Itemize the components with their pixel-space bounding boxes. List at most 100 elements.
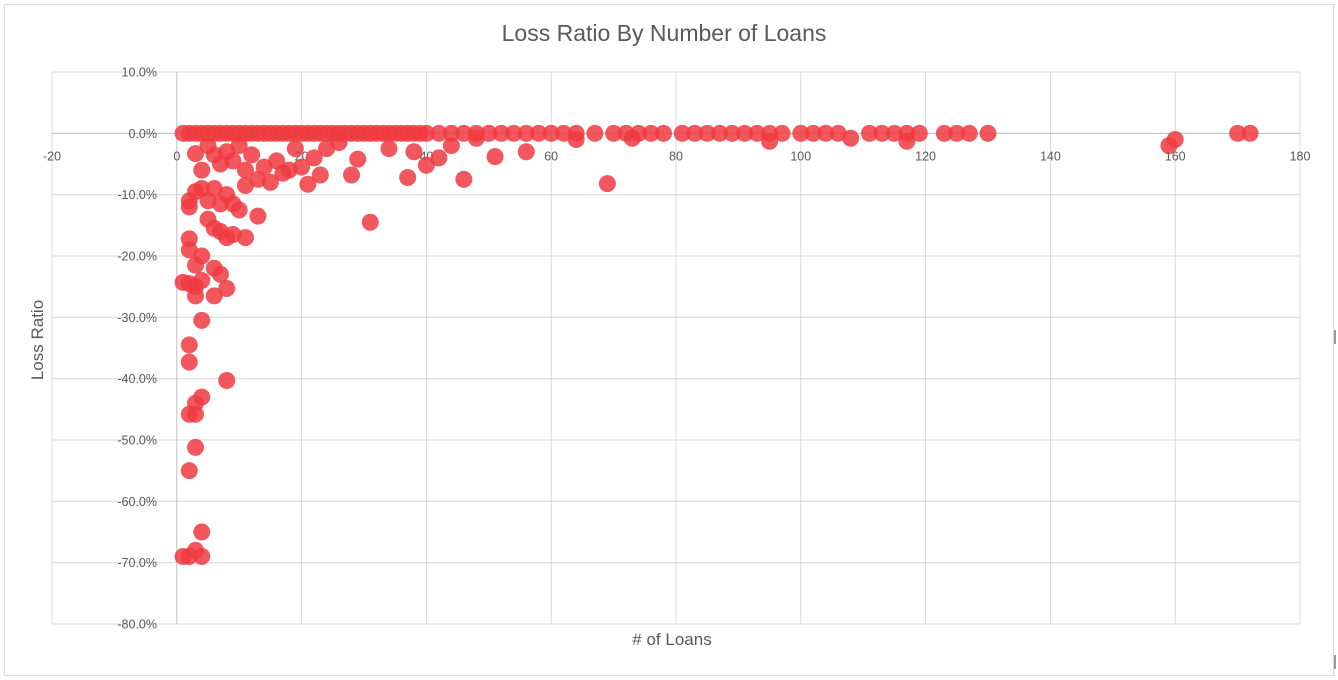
y-tick-label: -80.0% (117, 618, 157, 632)
data-point (187, 438, 205, 456)
x-tick-label: 60 (544, 149, 558, 163)
data-point (860, 124, 878, 142)
data-point (224, 152, 242, 170)
data-point (218, 372, 236, 390)
data-point (898, 132, 916, 150)
data-point (311, 166, 329, 184)
x-tick-label: 0 (173, 149, 180, 163)
data-point (698, 124, 716, 142)
data-point (299, 175, 317, 193)
data-point (542, 124, 560, 142)
data-point (492, 124, 510, 142)
data-point (655, 124, 673, 142)
data-point (417, 156, 435, 174)
data-point (330, 134, 348, 152)
data-point (205, 287, 223, 305)
x-tick-label: 180 (1290, 149, 1311, 163)
data-point (885, 124, 903, 142)
data-point (211, 265, 229, 283)
data-point (530, 124, 548, 142)
data-point (180, 353, 198, 371)
data-point (187, 145, 205, 163)
data-point (673, 124, 691, 142)
y-tick-label: -10.0% (117, 188, 157, 202)
data-point (442, 124, 460, 142)
data-point (1166, 130, 1184, 148)
data-point (236, 161, 254, 179)
data-point (736, 124, 754, 142)
data-point (193, 548, 211, 566)
data-point (417, 124, 435, 142)
data-point (792, 124, 810, 142)
x-tick-label: -20 (43, 149, 61, 163)
data-point (711, 124, 729, 142)
data-point (430, 124, 448, 142)
data-point (486, 148, 504, 166)
data-point (343, 166, 361, 184)
data-point (349, 150, 367, 168)
resize-handle[interactable] (1334, 330, 1336, 344)
chart-title: Loss Ratio By Number of Loans (501, 20, 827, 46)
data-point (505, 124, 523, 142)
data-point (748, 124, 766, 142)
data-point (230, 201, 248, 219)
y-tick-label: 0.0% (129, 127, 158, 141)
data-point (642, 124, 660, 142)
y-tick-label: -50.0% (117, 434, 157, 448)
data-point (773, 124, 791, 142)
y-tick-label: 10.0% (122, 66, 157, 80)
y-tick-label: -60.0% (117, 495, 157, 509)
data-point (910, 124, 928, 142)
y-tick-label: -40.0% (117, 372, 157, 386)
data-point (230, 137, 248, 155)
data-point (817, 124, 835, 142)
data-point (586, 124, 604, 142)
data-point (187, 287, 205, 305)
y-tick-label: -20.0% (117, 250, 157, 264)
x-tick-label: 140 (1040, 149, 1061, 163)
data-point (249, 207, 267, 225)
data-point (261, 173, 279, 191)
data-point (187, 405, 205, 423)
data-point (180, 336, 198, 354)
x-tick-label: 80 (669, 149, 683, 163)
data-point (598, 175, 616, 193)
resize-handle[interactable] (1334, 655, 1336, 669)
data-point (361, 213, 379, 231)
data-point (305, 149, 323, 167)
y-tick-label: -70.0% (117, 556, 157, 570)
x-tick-label: 120 (915, 149, 936, 163)
data-point (1241, 124, 1259, 142)
data-point (193, 161, 211, 179)
data-point (948, 124, 966, 142)
data-point (467, 129, 485, 147)
data-point (193, 311, 211, 329)
data-point (236, 176, 254, 194)
data-point (187, 256, 205, 274)
data-point (293, 158, 311, 176)
data-point (380, 140, 398, 158)
data-point (286, 140, 304, 158)
data-point (723, 124, 741, 142)
data-point (455, 170, 473, 188)
chart-frame (4, 4, 1334, 676)
data-point (430, 149, 448, 167)
data-point (193, 523, 211, 541)
data-point (804, 124, 822, 142)
data-point (979, 124, 997, 142)
data-point (761, 132, 779, 150)
data-point (405, 143, 423, 161)
data-point (243, 146, 261, 164)
data-point (960, 124, 978, 142)
data-point (686, 124, 704, 142)
data-point (180, 462, 198, 480)
data-point (605, 124, 623, 142)
data-point (842, 129, 860, 147)
data-point (517, 143, 535, 161)
data-point (567, 130, 585, 148)
data-point (873, 124, 891, 142)
data-point (1229, 124, 1247, 142)
data-point (935, 124, 953, 142)
data-point (218, 280, 236, 298)
